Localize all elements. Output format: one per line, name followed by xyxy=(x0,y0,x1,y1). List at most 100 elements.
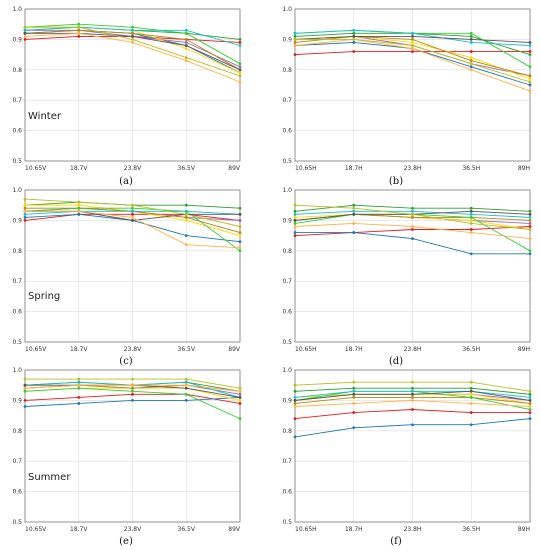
data-point-c-4-1 xyxy=(77,203,81,207)
data-point-d-7-3 xyxy=(469,212,473,216)
data-point-a-10-2 xyxy=(131,38,134,41)
data-point-e-8-3 xyxy=(184,386,188,390)
data-point-a-0-4 xyxy=(238,41,242,44)
data-point-f-6-3 xyxy=(469,395,473,399)
data-point-b-8-1 xyxy=(352,34,356,38)
data-point-c-6-2 xyxy=(131,206,134,210)
data-point-f-7-2 xyxy=(411,389,414,393)
y-tick-label-f-4: 0.9 xyxy=(282,397,292,404)
data-point-d-2-3 xyxy=(469,206,473,210)
data-point-b-2-3 xyxy=(469,34,473,38)
season-label-summer: Summer xyxy=(28,472,71,483)
y-tick-label-d-1: 0.6 xyxy=(282,309,292,316)
x-tick-label-a-3: 36.5V xyxy=(178,165,196,172)
x-tick-label-d-2: 23.8H xyxy=(404,346,422,353)
data-point-d-1-3 xyxy=(469,252,473,256)
data-point-c-7-2 xyxy=(131,209,134,213)
data-point-c-2-3 xyxy=(184,203,188,207)
data-point-d-2-1 xyxy=(352,203,356,207)
data-point-e-7-3 xyxy=(184,380,188,384)
data-point-a-4-4 xyxy=(238,71,242,75)
data-point-c-5-4 xyxy=(238,231,242,234)
data-point-a-6-1 xyxy=(77,22,81,26)
data-point-d-10-3 xyxy=(469,222,473,225)
data-point-d-9-0 xyxy=(293,225,297,228)
data-point-a-6-4 xyxy=(238,62,242,66)
data-point-b-9-4 xyxy=(528,89,532,93)
data-point-f-5-2 xyxy=(411,395,414,399)
data-point-a-6-3 xyxy=(184,31,188,35)
y-tick-label-c-1: 0.6 xyxy=(12,309,22,316)
data-point-a-8-3 xyxy=(184,44,188,47)
data-point-f-5-0 xyxy=(293,402,297,405)
data-point-e-9-3 xyxy=(184,383,188,387)
data-point-e-7-1 xyxy=(77,380,81,384)
data-point-c-8-4 xyxy=(238,212,242,216)
y-tick-label-a-1: 0.6 xyxy=(12,128,22,135)
x-tick-label-c-0: 10.65V xyxy=(25,346,47,353)
data-point-b-10-3 xyxy=(469,62,473,66)
y-tick-label-c-3: 0.8 xyxy=(12,248,22,255)
data-point-e-3-4 xyxy=(238,392,242,396)
data-point-c-9-4 xyxy=(238,246,242,250)
data-point-c-10-1 xyxy=(77,200,81,204)
data-point-b-0-0 xyxy=(293,53,297,56)
y-tick-label-a-5: 1.0 xyxy=(12,6,22,13)
data-point-f-10-2 xyxy=(411,380,414,384)
panel-a: 0.5 0.6 0.7 0.8 0.9 1.0 10.65V 18.7V 23.8V 36.5V 8… xyxy=(12,6,242,172)
data-point-b-4-2 xyxy=(411,41,414,44)
data-point-f-0-0 xyxy=(293,417,297,421)
data-point-b-5-0 xyxy=(293,41,297,44)
y-tick-label-d-3: 0.8 xyxy=(282,248,292,255)
x-tick-label-b-0: 10.65H xyxy=(295,165,317,172)
data-point-c-6-1 xyxy=(77,206,81,210)
data-point-c-4-3 xyxy=(184,219,188,222)
data-point-f-7-1 xyxy=(352,389,356,393)
data-point-e-9-2 xyxy=(131,383,134,387)
data-point-d-7-0 xyxy=(293,212,297,216)
x-tick-label-a-1: 18.7V xyxy=(70,165,88,172)
data-point-d-9-2 xyxy=(411,225,414,228)
data-point-f-8-0 xyxy=(293,399,297,402)
data-point-a-9-0 xyxy=(23,34,27,38)
x-tick-label-b-2: 23.8H xyxy=(404,165,422,172)
data-point-f-9-1 xyxy=(352,402,356,405)
data-point-b-0-4 xyxy=(528,50,532,53)
data-point-c-10-2 xyxy=(131,203,134,207)
data-point-c-1-4 xyxy=(238,240,242,244)
data-point-e-10-1 xyxy=(77,377,81,381)
data-point-b-9-2 xyxy=(411,47,414,50)
data-point-c-5-0 xyxy=(23,206,27,210)
data-point-d-10-1 xyxy=(352,206,356,210)
y-tick-label-f-2: 0.7 xyxy=(282,458,292,465)
season-label-winter: Winter xyxy=(28,111,62,122)
data-point-d-1-4 xyxy=(528,252,532,256)
data-point-e-9-4 xyxy=(238,389,242,393)
data-point-d-4-3 xyxy=(469,219,473,222)
data-point-d-2-2 xyxy=(411,206,414,210)
data-point-c-6-4 xyxy=(238,249,242,253)
data-point-d-8-4 xyxy=(528,212,532,216)
x-tick-label-e-4: 89V xyxy=(228,526,241,533)
data-point-f-8-3 xyxy=(469,389,473,393)
data-point-c-4-0 xyxy=(23,203,27,207)
data-point-c-1-0 xyxy=(23,215,27,219)
data-point-f-2-0 xyxy=(293,389,297,393)
data-point-b-7-4 xyxy=(528,44,532,47)
data-point-f-5-1 xyxy=(352,395,356,399)
data-point-f-0-3 xyxy=(469,411,473,414)
data-point-f-9-4 xyxy=(528,405,532,408)
data-point-c-7-3 xyxy=(184,209,188,213)
data-point-a-8-2 xyxy=(131,34,134,38)
data-point-c-9-0 xyxy=(23,209,27,213)
y-tick-label-e-2: 0.7 xyxy=(12,458,22,465)
data-point-f-1-3 xyxy=(469,423,473,427)
plot-frame-d xyxy=(294,189,531,343)
y-tick-label-e-5: 1.0 xyxy=(12,367,22,374)
data-point-f-7-0 xyxy=(293,395,297,399)
data-point-f-10-3 xyxy=(469,380,473,384)
data-point-a-7-4 xyxy=(238,44,242,47)
data-point-d-6-0 xyxy=(293,222,297,225)
season-label-spring: Spring xyxy=(28,291,60,302)
x-tick-label-e-3: 36.5V xyxy=(178,526,196,533)
